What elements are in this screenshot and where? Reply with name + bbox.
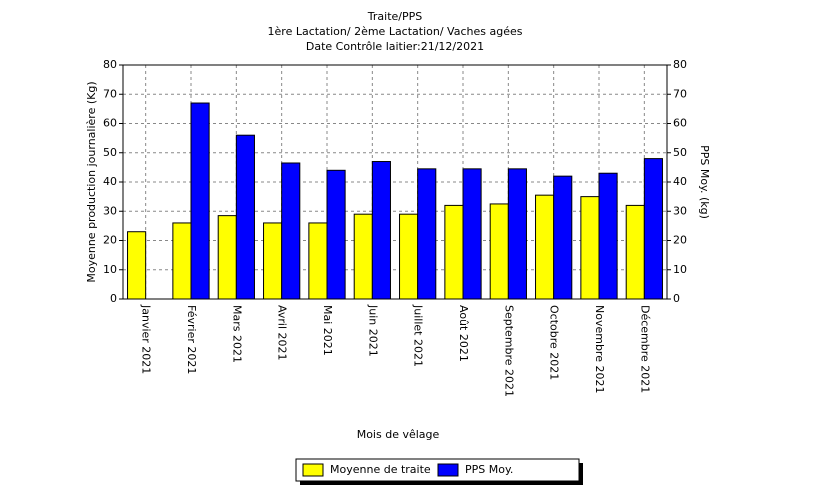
bar: [462, 168, 482, 300]
x-tick-label: Juin 2021: [366, 304, 379, 357]
bar: [263, 222, 283, 300]
bar: [190, 102, 210, 300]
y2-tick-label: 50: [673, 146, 687, 159]
y2-tick-label: 70: [673, 87, 687, 100]
y2-tick-label: 10: [673, 263, 687, 276]
bar: [281, 162, 301, 300]
x-axis-title: Mois de vêlage: [357, 428, 440, 441]
y2-axis-title: PPS Moy. (kg): [698, 145, 711, 219]
legend-swatch: [437, 463, 459, 477]
x-tick-label: Novembre 2021: [593, 305, 606, 393]
chart-subtitle: Date Contrôle laitier:21/12/2021: [306, 40, 484, 53]
x-tick-label: Avril 2021: [276, 305, 289, 361]
bar: [417, 168, 437, 300]
x-tick-label: Octobre 2021: [548, 305, 561, 380]
bar: [444, 204, 464, 300]
y-tick-label: 20: [103, 234, 117, 247]
y2-tick-label: 80: [673, 58, 687, 71]
y2-tick-label: 0: [673, 292, 680, 305]
x-tick-label: Mars 2021: [230, 305, 243, 363]
x-tick-label: Décembre 2021: [638, 305, 651, 393]
y2-tick-label: 20: [673, 234, 687, 247]
x-tick-label: Février 2021: [185, 305, 198, 374]
legend-swatch: [302, 463, 324, 477]
bar: [535, 194, 555, 300]
bar: [371, 161, 391, 300]
legend-label: PPS Moy.: [465, 463, 513, 476]
bar: [580, 196, 600, 300]
bar: [326, 169, 346, 300]
y-tick-label: 80: [103, 58, 117, 71]
y-tick-label: 60: [103, 117, 117, 130]
bar: [235, 134, 255, 300]
x-tick-label: Mai 2021: [321, 305, 334, 356]
y-tick-label: 10: [103, 263, 117, 276]
chart-title: Traite/PPS: [367, 10, 422, 23]
x-tick-label: Janvier 2021: [140, 304, 153, 374]
bar: [643, 158, 663, 300]
bar: [489, 203, 509, 300]
bar: [217, 215, 237, 300]
y-tick-label: 70: [103, 87, 117, 100]
x-tick-label: Août 2021: [457, 305, 470, 362]
bar: [625, 204, 645, 300]
bar: [399, 213, 419, 300]
y2-tick-label: 60: [673, 117, 687, 130]
chart-subtitle: 1ère Lactation/ 2ème Lactation/ Vaches a…: [268, 25, 523, 38]
plot-frame: [122, 64, 668, 300]
bar: [172, 222, 192, 300]
y2-tick-label: 30: [673, 204, 687, 217]
bar: [127, 231, 147, 300]
y-tick-label: 0: [110, 292, 117, 305]
y2-tick-label: 40: [673, 175, 687, 188]
bar: [553, 175, 573, 300]
y-tick-label: 30: [103, 204, 117, 217]
bar: [308, 222, 328, 300]
x-tick-label: Juillet 2021: [412, 304, 425, 367]
legend-label: Moyenne de traite: [330, 463, 431, 476]
y-tick-label: 40: [103, 175, 117, 188]
bar: [353, 213, 373, 300]
x-tick-label: Septembre 2021: [502, 305, 515, 397]
y-tick-label: 50: [103, 146, 117, 159]
bar: [598, 172, 618, 300]
bar: [507, 168, 527, 300]
y-axis-title: Moyenne production journalière (Kg): [85, 81, 98, 282]
